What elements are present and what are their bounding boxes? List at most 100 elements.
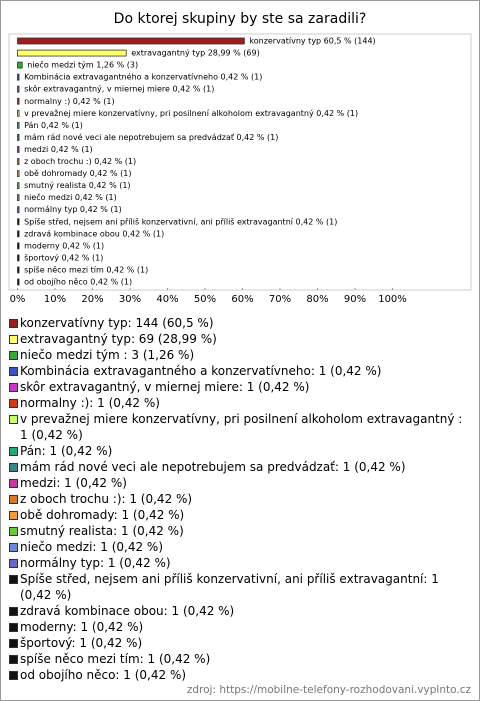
legend-swatch bbox=[9, 575, 18, 584]
legend-swatch bbox=[9, 383, 18, 392]
legend-item: konzervatívny typ: 144 (60,5 %) bbox=[9, 315, 471, 331]
legend-swatch bbox=[9, 399, 18, 408]
bar-label: smutný realista 0,42 % (1) bbox=[24, 181, 130, 190]
x-tick-label: 10% bbox=[44, 294, 66, 305]
legend-swatch bbox=[9, 367, 18, 376]
legend-label: normalny :): 1 (0,42 %) bbox=[20, 396, 160, 410]
x-tick-label: 20% bbox=[81, 294, 103, 305]
legend-item: niečo medzi tým : 3 (1,26 %) bbox=[9, 347, 471, 363]
legend-swatch bbox=[9, 463, 18, 472]
legend-item: zdravá kombinace obou: 1 (0,42 %) bbox=[9, 603, 471, 619]
legend-item: normálny typ: 1 (0,42 %) bbox=[9, 555, 471, 571]
bar bbox=[17, 37, 245, 45]
bar-label: Spíše střed, nejsem ani příliš konzervat… bbox=[24, 216, 337, 226]
legend-item: Spíše střed, nejsem ani příliš konzervat… bbox=[9, 571, 471, 603]
bar bbox=[17, 73, 20, 81]
legend-label: niečo medzi: 1 (0,42 %) bbox=[20, 540, 164, 554]
x-tick-label: 70% bbox=[269, 294, 291, 305]
bar-label: z oboch trochu :) 0,42 % (1) bbox=[24, 157, 136, 166]
bar-label: športový 0,42 % (1) bbox=[24, 252, 103, 262]
legend-label: spíše něco mezi tím: 1 (0,42 %) bbox=[20, 652, 211, 666]
bar-label: spíše něco mezi tím 0,42 % (1) bbox=[24, 264, 148, 274]
legend-swatch bbox=[9, 479, 18, 488]
legend-swatch bbox=[9, 319, 18, 328]
legend-label: Spíše střed, nejsem ani příliš konzervat… bbox=[20, 572, 439, 602]
bar bbox=[17, 218, 20, 226]
bar bbox=[17, 158, 20, 165]
bar bbox=[17, 278, 20, 286]
bar bbox=[17, 146, 20, 153]
legend-item: extravagantný typ: 69 (28,99 %) bbox=[9, 331, 471, 347]
legend-swatch bbox=[9, 671, 18, 680]
legend-item: Kombinácia extravagantného a konzervatív… bbox=[9, 363, 471, 379]
legend-item: skôr extravagantný, v miernej miere: 1 (… bbox=[9, 379, 471, 395]
bar-label: Kombinácia extravagantného a konzervatív… bbox=[24, 72, 262, 82]
legend-item: medzi: 1 (0,42 %) bbox=[9, 475, 471, 491]
legend-swatch bbox=[9, 543, 18, 552]
legend-label: smutný realista: 1 (0,42 %) bbox=[20, 524, 184, 538]
legend-label: v prevažnej miere konzervatívny, pri pos… bbox=[20, 412, 463, 442]
bar-label: medzi 0,42 % (1) bbox=[24, 145, 93, 154]
legend-item: od obojího něco: 1 (0,42 %) bbox=[9, 667, 471, 683]
bar bbox=[17, 242, 20, 250]
bar bbox=[17, 266, 20, 274]
legend-swatch bbox=[9, 639, 18, 648]
bar bbox=[17, 194, 20, 202]
legend-label: Pán: 1 (0,42 %) bbox=[20, 444, 113, 458]
bar bbox=[17, 121, 20, 129]
x-tick-label: 30% bbox=[119, 294, 141, 305]
legend-label: skôr extravagantný, v miernej miere: 1 (… bbox=[20, 380, 310, 394]
bar bbox=[17, 61, 23, 69]
legend-swatch bbox=[9, 559, 18, 568]
chart: Do ktorej skupiny by ste sa zaradili? 0%… bbox=[8, 11, 472, 305]
legend-swatch bbox=[9, 415, 18, 424]
legend-label: extravagantný typ: 69 (28,99 %) bbox=[20, 332, 217, 346]
legend-label: medzi: 1 (0,42 %) bbox=[20, 476, 127, 490]
x-tick-label: 90% bbox=[344, 294, 366, 305]
legend-item: mám rád nové veci ale nepotrebujem sa pr… bbox=[9, 459, 471, 475]
chart-title: Do ktorej skupiny by ste sa zaradili? bbox=[114, 11, 367, 27]
x-tick-label: 80% bbox=[306, 294, 328, 305]
legend-label: od obojího něco: 1 (0,42 %) bbox=[20, 668, 187, 682]
legend-label: moderny: 1 (0,42 %) bbox=[20, 620, 144, 634]
legend-label: niečo medzi tým : 3 (1,26 %) bbox=[20, 348, 195, 362]
bar-label: konzervatívny typ 60,5 % (144) bbox=[249, 37, 375, 46]
legend-swatch bbox=[9, 495, 18, 504]
legend-swatch bbox=[9, 335, 18, 344]
legend-item: spíše něco mezi tím: 1 (0,42 %) bbox=[9, 651, 471, 667]
x-tick-label: 0% bbox=[10, 294, 26, 305]
plot-frame bbox=[8, 33, 472, 291]
bar-label: od obojího něco 0,42 % (1) bbox=[24, 278, 132, 287]
bar-label: Pán 0,42 % (1) bbox=[24, 121, 83, 130]
legend-item: smutný realista: 1 (0,42 %) bbox=[9, 523, 471, 539]
bar bbox=[17, 230, 20, 238]
legend-label: konzervatívny typ: 144 (60,5 %) bbox=[20, 316, 214, 330]
legend-item: niečo medzi: 1 (0,42 %) bbox=[9, 539, 471, 555]
x-tick-label: 100% bbox=[378, 294, 407, 305]
x-tick-label: 50% bbox=[194, 294, 216, 305]
bar-label: v prevažnej miere konzervatívny, pri pos… bbox=[24, 109, 358, 118]
bar bbox=[17, 49, 127, 57]
bar-label: niečo medzi 0,42 % (1) bbox=[24, 192, 117, 202]
legend-swatch bbox=[9, 447, 18, 456]
bar bbox=[17, 206, 20, 214]
legend-label: zdravá kombinace obou: 1 (0,42 %) bbox=[20, 604, 235, 618]
legend-label: mám rád nové veci ale nepotrebujem sa pr… bbox=[20, 460, 406, 474]
bar bbox=[17, 170, 20, 177]
legend-label: Kombinácia extravagantného a konzervatív… bbox=[20, 364, 382, 378]
legend-item: obě dohromady: 1 (0,42 %) bbox=[9, 507, 471, 523]
legend-label: normálny typ: 1 (0,42 %) bbox=[20, 556, 171, 570]
legend-swatch bbox=[9, 351, 18, 360]
legend-item: moderny: 1 (0,42 %) bbox=[9, 619, 471, 635]
legend: konzervatívny typ: 144 (60,5 %) extravaga… bbox=[9, 315, 471, 683]
bar bbox=[17, 133, 20, 141]
bar-label: obě dohromady 0,42 % (1) bbox=[24, 169, 131, 178]
bar bbox=[17, 85, 20, 93]
legend-swatch bbox=[9, 527, 18, 536]
legend-item: z oboch trochu :): 1 (0,42 %) bbox=[9, 491, 471, 507]
legend-item: normalny :): 1 (0,42 %) bbox=[9, 395, 471, 411]
x-tick-label: 60% bbox=[231, 294, 253, 305]
source: zdroj: https://mobilne-telefony-rozhodov… bbox=[186, 684, 471, 696]
bar bbox=[17, 109, 20, 117]
